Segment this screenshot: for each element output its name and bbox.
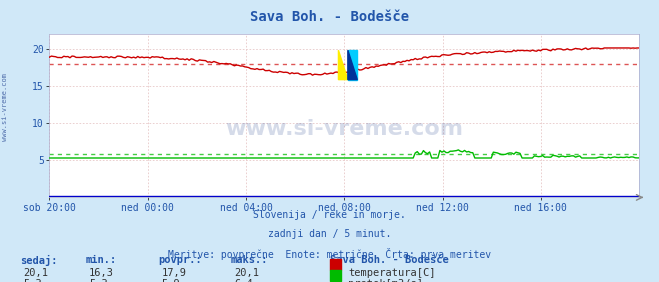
Text: maks.:: maks.: xyxy=(231,255,268,265)
Text: temperatura[C]: temperatura[C] xyxy=(348,268,436,278)
Text: 6,4: 6,4 xyxy=(234,279,252,282)
Text: 20,1: 20,1 xyxy=(23,268,48,278)
Text: www.si-vreme.com: www.si-vreme.com xyxy=(2,73,9,141)
Text: Sava Boh. - Bodešče: Sava Boh. - Bodešče xyxy=(330,255,448,265)
Text: pretok[m3/s]: pretok[m3/s] xyxy=(348,279,423,282)
Text: 16,3: 16,3 xyxy=(89,268,114,278)
Text: 5,9: 5,9 xyxy=(161,279,180,282)
Text: zadnji dan / 5 minut.: zadnji dan / 5 minut. xyxy=(268,229,391,239)
Polygon shape xyxy=(339,50,348,80)
Text: www.si-vreme.com: www.si-vreme.com xyxy=(225,119,463,139)
Text: 5,3: 5,3 xyxy=(89,279,107,282)
Text: Sava Boh. - Bodešče: Sava Boh. - Bodešče xyxy=(250,10,409,24)
Text: Meritve: povprečne  Enote: metrične  Črta: prva meritev: Meritve: povprečne Enote: metrične Črta:… xyxy=(168,248,491,261)
Text: 17,9: 17,9 xyxy=(161,268,186,278)
Text: povpr.:: povpr.: xyxy=(158,255,202,265)
Text: Slovenija / reke in morje.: Slovenija / reke in morje. xyxy=(253,210,406,220)
Polygon shape xyxy=(348,50,357,80)
Text: 20,1: 20,1 xyxy=(234,268,259,278)
Text: min.:: min.: xyxy=(86,255,117,265)
Text: sedaj:: sedaj: xyxy=(20,255,57,266)
Text: 5,3: 5,3 xyxy=(23,279,42,282)
Polygon shape xyxy=(348,50,357,80)
